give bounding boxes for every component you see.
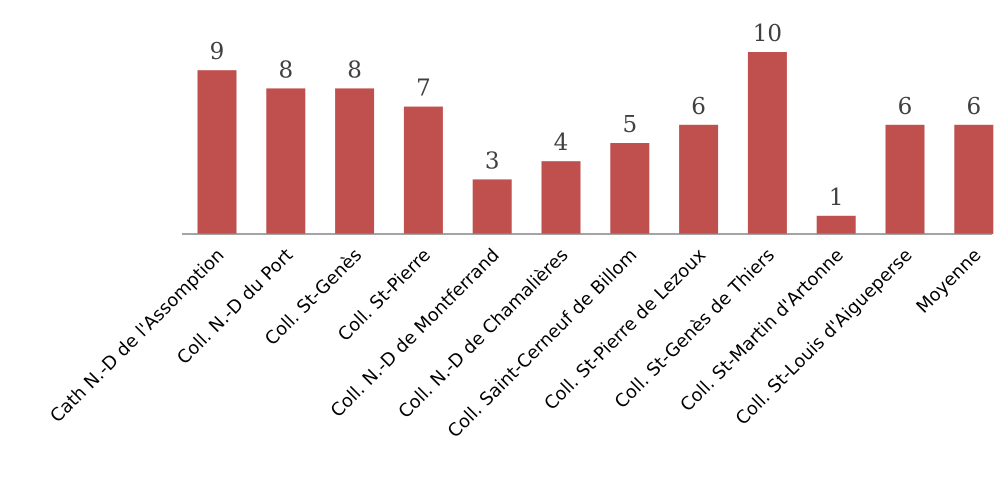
bar-9 — [747, 52, 787, 234]
data-label-3: 8 — [347, 57, 362, 83]
bar-7 — [610, 143, 650, 234]
bar-3 — [335, 88, 375, 235]
bar-6 — [541, 161, 581, 234]
data-label-5: 3 — [485, 148, 500, 174]
data-label-7: 5 — [622, 112, 637, 138]
data-label-4: 7 — [416, 76, 431, 102]
data-label-1: 9 — [210, 39, 225, 65]
data-label-6: 4 — [554, 130, 569, 156]
bar-10 — [816, 215, 856, 234]
bar-12 — [954, 124, 994, 234]
data-label-12: 6 — [966, 94, 981, 120]
data-label-2: 8 — [278, 57, 293, 83]
x-tick-label-12: Moyenne — [912, 245, 985, 318]
bar-8 — [679, 124, 719, 234]
bars-group — [197, 52, 994, 235]
bar-1 — [197, 70, 237, 234]
data-label-11: 6 — [898, 94, 913, 120]
bar-2 — [266, 88, 306, 235]
bar-5 — [472, 179, 512, 234]
data-label-9: 10 — [753, 21, 782, 47]
bar-4 — [403, 106, 443, 234]
data-label-8: 6 — [691, 94, 706, 120]
data-labels-group: 9 8 8 7 3 4 5 6 10 1 6 6 — [210, 21, 981, 211]
data-label-10: 1 — [829, 185, 844, 211]
bar-11 — [885, 124, 925, 234]
x-tick-label-2: Coll. N.-D du Port — [173, 245, 297, 369]
